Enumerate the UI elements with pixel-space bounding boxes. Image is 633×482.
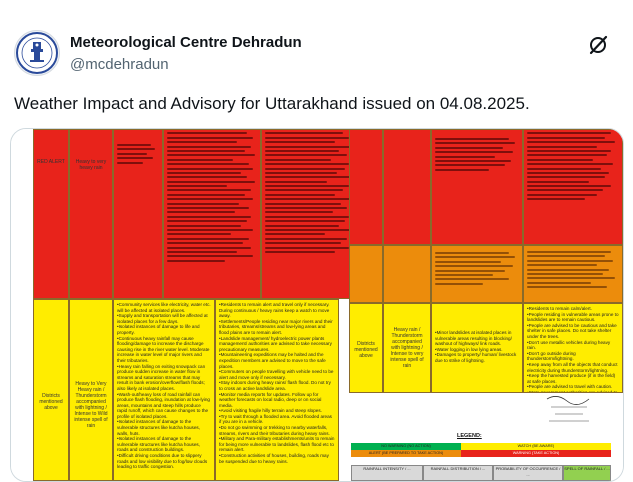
impact-item: •Difficult driving conditions due to sli… [117,453,208,470]
action-item: •Avoid visiting fragile hilly terrain an… [219,408,322,414]
impact-item: •Isolated instances of damage to life an… [117,324,200,335]
impact-item: •Continuous heavy rainfall may cause flo… [117,335,210,363]
legend-yellow: WATCH (BE AWARE) [461,443,611,450]
tweet-header: Meteorological Centre Dehradun @mcdehrad… [14,30,619,80]
action-item: •Keep away from all the objects that con… [527,361,618,373]
legend-red: WARNING (TAKE ACTION) [461,450,611,457]
right-yellow-actions: •Residents to remain calm/alert. •People … [523,303,623,393]
action-item: •Military and Para-military establishmen… [219,436,335,453]
action-item: •Residents to remain alert and travel on… [219,302,330,319]
right-yellow-actions-list: •Residents to remain calm/alert. •People … [524,304,622,393]
right-red-col2 [383,129,431,245]
action-item: •State government authorities are advise… [527,389,618,393]
impact-item: •Supply and transportation will be affec… [117,313,208,324]
legend-col-distribution: RAINFALL DISTRIBUTION / ... [423,465,493,481]
left-yellow-actions-list: •Residents to remain alert and travel on… [216,300,338,466]
imd-emblem-icon[interactable] [14,30,60,76]
left-red-col1: RED ALERT [33,129,69,299]
impact-item: •Isolated instances of damage to the vul… [117,419,200,436]
right-orange-col2 [383,245,431,303]
legend-orange: ALERT (BE PREPARED TO TAKE ACTION) [351,450,461,457]
left-red-hazard: Heavy to very heavy rain [75,159,107,171]
action-item: •Mountaineering expeditions may be halte… [219,352,326,369]
action-item: •Monitor media reports for updates. Foll… [219,391,322,408]
left-yellow-hazard: Heavy to Very Heavy rain / Thunderstorm … [74,381,108,429]
action-item: •Don't use metallic vehicles during heav… [527,339,611,351]
action-item: •Keep the harvested produce (if in the f… [527,373,616,384]
right-yellow-hazard: Heavy rain / Thunderstorm accompanied wi… [390,327,424,369]
author-handle[interactable]: @mcdehradun [70,56,169,73]
left-red-actions [261,129,357,299]
impact-item: •Isolated instances of damage to the vul… [117,436,200,453]
action-item: •Do not go swimming or trekking to nearb… [219,425,330,436]
impact-item: •Water logging in low lying areas. [435,346,503,352]
impact-item: •Wash-out/heavy loss of road rainfall ca… [117,391,210,419]
right-yellow-impacts-list: •Minor landslides at isolated places in … [432,328,522,366]
left-red-impacts [163,129,261,299]
left-yellow-districts: Districts mentioned above [39,393,63,411]
left-red-col2: Heavy to very heavy rain [69,129,113,299]
left-yellow-col1: Districts mentioned above [33,299,69,481]
right-yellow-col2: Heavy rain / Thunderstorm accompanied wi… [383,303,431,393]
legend-col-intensity: RAINFALL INTENSITY / ... [351,465,423,481]
impact-item: •Minor landslides at isolated places in … [435,330,512,347]
right-orange-impacts [431,245,523,303]
legend-title: LEGEND: [457,433,482,439]
right-yellow-districts: Districts mentioned above [354,341,378,359]
left-yellow-impacts-list: •Community services like electricity, wa… [114,300,214,472]
right-red-impacts [431,129,523,245]
right-red-col1 [349,129,383,245]
action-item: •Construction activities of houses, buil… [219,453,329,464]
legend-green: NO WARNING (NO ACTION) [351,443,461,450]
action-item: •Try to wait through a flooded area. Avo… [219,413,332,425]
right-orange-col1 [349,245,383,303]
left-red-label: RED ALERT [37,159,65,165]
legend-col-spell: SPELL OF RAINFALL / ... [563,465,611,481]
action-item: •Don't go outside during thunderstorm/li… [527,350,576,362]
action-item: •Residents to remain calm/alert. [527,306,592,311]
action-item: •Commuters on people travelling with veh… [219,369,334,380]
left-yellow-col2: Heavy to Very Heavy rain / Thunderstorm … [69,299,113,481]
right-yellow-impacts: •Minor landslides at isolated places in … [431,303,523,393]
advisory-image[interactable]: RED ALERT Heavy to very heavy rain [10,128,624,482]
impact-item: •Heavy rain falling on exiting snowpack … [117,363,206,391]
legend-col-probability: PROBABILITY OF OCCURRENCE / ... [493,465,563,481]
left-red-col3 [113,129,163,299]
grok-slash-icon[interactable] [587,34,609,56]
action-item: •Settlements/People residing near major … [219,318,333,335]
action-item: •Landslide management/ hydroelectric pow… [219,335,332,352]
action-item: •People residing in vulnerable areas pro… [527,311,619,323]
left-yellow-actions: •Residents to remain alert and travel on… [215,299,339,481]
right-orange-actions [523,245,623,303]
right-red-actions [523,129,623,245]
author-name[interactable]: Meteorological Centre Dehradun [70,34,302,51]
action-item: •Stay indoors during heavy rains/ flash … [219,380,331,391]
action-item: •People are advised to be cautious and t… [527,322,617,339]
right-yellow-col1: Districts mentioned above [349,303,383,393]
signature-stamp [539,391,599,428]
impact-item: •Damages to property/ human/ livestock d… [435,352,517,363]
advisory-document: RED ALERT Heavy to very heavy rain [11,129,623,481]
tweet-text: Weather Impact and Advisory for Uttarakh… [14,94,530,113]
action-item: •People are advised to travel with cauti… [527,384,613,390]
left-yellow-impacts: •Community services like electricity, wa… [113,299,215,481]
impact-item: •Community services like electricity, wa… [117,302,211,313]
